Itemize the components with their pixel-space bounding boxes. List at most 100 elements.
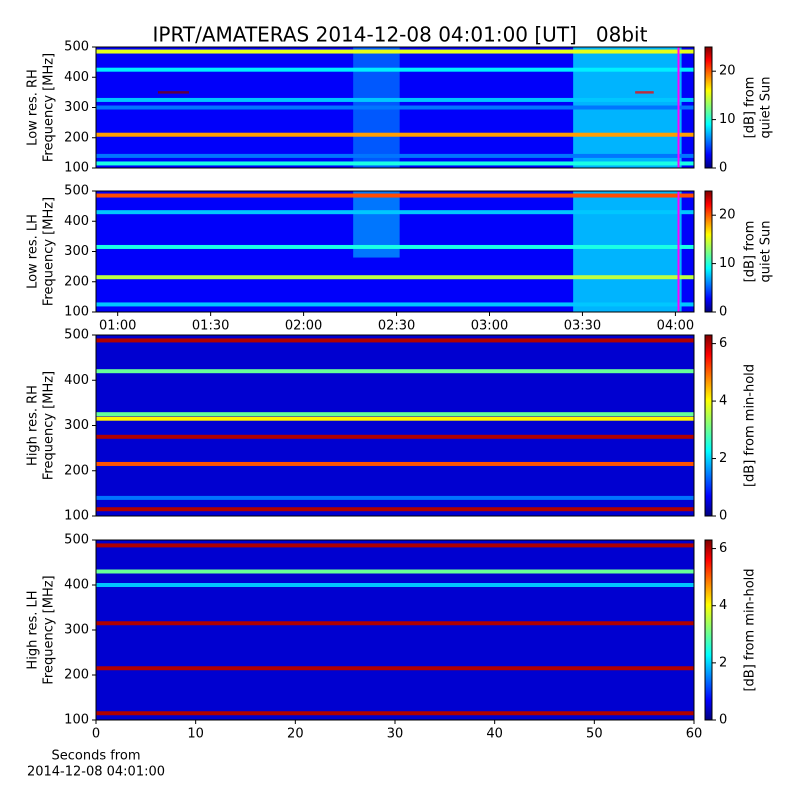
colorbar-label: quiet Sun bbox=[759, 220, 774, 282]
colorbar-tick-label: 20 bbox=[719, 208, 736, 223]
colorbar-tick-label: 0 bbox=[719, 509, 727, 524]
x-tick-label: 04:00 bbox=[657, 319, 694, 334]
y-tick-label: 300 bbox=[64, 100, 89, 115]
colorbar-label: [dB] from bbox=[743, 221, 758, 283]
y-axis-label: Low res. RH bbox=[26, 69, 41, 146]
y-tick-label: 300 bbox=[64, 623, 89, 638]
heatmap-band bbox=[96, 67, 694, 72]
x-tick-label: 40 bbox=[486, 727, 503, 742]
heatmap-band bbox=[96, 569, 694, 574]
y-axis-label: Low res. LH bbox=[26, 214, 41, 289]
x-axis-label: Seconds from bbox=[51, 749, 140, 764]
y-axis-label: Frequency [MHz] bbox=[42, 53, 57, 162]
y-tick-label: 500 bbox=[64, 40, 89, 55]
y-tick-label: 300 bbox=[64, 418, 89, 433]
x-tick-label: 03:00 bbox=[471, 319, 508, 334]
colorbar-tick-label: 0 bbox=[719, 161, 727, 176]
heatmap-band bbox=[96, 416, 694, 421]
heatmap-band bbox=[96, 132, 694, 137]
heatmap-background bbox=[96, 540, 694, 720]
heatmap-block bbox=[635, 91, 654, 94]
colorbar bbox=[704, 539, 713, 721]
colorbar-label: [dB] from min-hold bbox=[743, 568, 758, 691]
colorbar-label: quiet Sun bbox=[759, 76, 774, 138]
heatmap-band bbox=[96, 275, 694, 280]
colorbar-tick-label: 2 bbox=[719, 655, 727, 670]
x-tick-label: 50 bbox=[586, 727, 603, 742]
x-tick-label: 20 bbox=[287, 727, 304, 742]
chart-title: IPRT/AMATERAS 2014-12-08 04:01:00 [UT] 0… bbox=[153, 23, 648, 47]
y-tick-label: 100 bbox=[64, 509, 89, 524]
x-tick-label: 10 bbox=[187, 727, 204, 742]
heatmap-band bbox=[96, 210, 694, 215]
x-tick-label: 01:30 bbox=[192, 319, 229, 334]
heatmap-band bbox=[96, 461, 694, 466]
colorbar-label: [dB] from bbox=[743, 77, 758, 139]
y-tick-label: 400 bbox=[64, 214, 89, 229]
heatmap-band bbox=[96, 369, 694, 374]
x-tick-label: 02:00 bbox=[285, 319, 322, 334]
x-axis-label: 2014-12-08 04:01:00 bbox=[27, 765, 165, 780]
y-tick-label: 400 bbox=[64, 70, 89, 85]
colorbar-tick-label: 6 bbox=[719, 541, 727, 556]
heatmap-band bbox=[96, 495, 694, 500]
y-axis-label: Frequency [MHz] bbox=[42, 575, 57, 684]
heatmap-band bbox=[96, 161, 694, 166]
heatmap-band bbox=[96, 711, 694, 716]
heatmap-band bbox=[96, 97, 694, 102]
colorbar-label: [dB] from min-hold bbox=[743, 364, 758, 487]
heatmap-band bbox=[96, 193, 694, 198]
y-tick-label: 100 bbox=[64, 713, 89, 728]
heatmap-block bbox=[573, 191, 682, 312]
x-tick-label: 30 bbox=[387, 727, 404, 742]
colorbar-tick-label: 6 bbox=[719, 336, 727, 351]
heatmap-band bbox=[96, 302, 694, 307]
heatmap-band bbox=[96, 244, 694, 249]
colorbar bbox=[704, 46, 713, 169]
colorbar-tick-label: 0 bbox=[719, 305, 727, 320]
y-tick-label: 200 bbox=[64, 274, 89, 289]
y-tick-label: 200 bbox=[64, 463, 89, 478]
y-tick-label: 300 bbox=[64, 244, 89, 259]
y-axis-label: Frequency [MHz] bbox=[42, 371, 57, 480]
heatmap-band bbox=[96, 543, 694, 548]
x-tick-label: 0 bbox=[92, 727, 100, 742]
colorbar-tick-label: 2 bbox=[719, 451, 727, 466]
y-axis-label: High res. RH bbox=[26, 385, 41, 466]
x-tick-label: 03:30 bbox=[564, 319, 601, 334]
heatmap-band bbox=[96, 338, 694, 343]
y-tick-label: 500 bbox=[64, 328, 89, 343]
heatmap-band bbox=[96, 583, 694, 587]
y-tick-label: 200 bbox=[64, 130, 89, 145]
heatmap-band bbox=[96, 434, 694, 439]
heatmap-band bbox=[96, 507, 694, 512]
y-tick-label: 100 bbox=[64, 305, 89, 320]
x-tick-label: 60 bbox=[686, 727, 703, 742]
heatmap-band bbox=[96, 49, 694, 54]
y-tick-label: 500 bbox=[64, 533, 89, 548]
heatmap-block bbox=[157, 91, 189, 94]
x-tick-label: 01:00 bbox=[99, 319, 136, 334]
y-tick-label: 200 bbox=[64, 668, 89, 683]
colorbar-tick-label: 4 bbox=[719, 598, 727, 613]
heatmap-background bbox=[96, 335, 694, 516]
y-tick-label: 100 bbox=[64, 161, 89, 176]
colorbar bbox=[704, 190, 713, 313]
colorbar bbox=[704, 334, 713, 517]
colorbar-tick-label: 4 bbox=[719, 394, 727, 409]
heatmap-band bbox=[96, 621, 694, 626]
heatmap-band bbox=[96, 412, 694, 417]
y-tick-label: 400 bbox=[64, 578, 89, 593]
y-axis-label: Frequency [MHz] bbox=[42, 197, 57, 306]
heatmap-band bbox=[96, 666, 694, 671]
heatmap-band bbox=[96, 153, 694, 158]
colorbar-tick-label: 20 bbox=[719, 64, 736, 79]
colorbar-tick-label: 10 bbox=[719, 112, 736, 127]
y-tick-label: 400 bbox=[64, 373, 89, 388]
colorbar-tick-label: 10 bbox=[719, 256, 736, 271]
colorbar-tick-label: 0 bbox=[719, 713, 727, 728]
y-axis-label: High res. LH bbox=[26, 590, 41, 669]
y-tick-label: 500 bbox=[64, 184, 89, 199]
x-tick-label: 02:30 bbox=[378, 319, 415, 334]
